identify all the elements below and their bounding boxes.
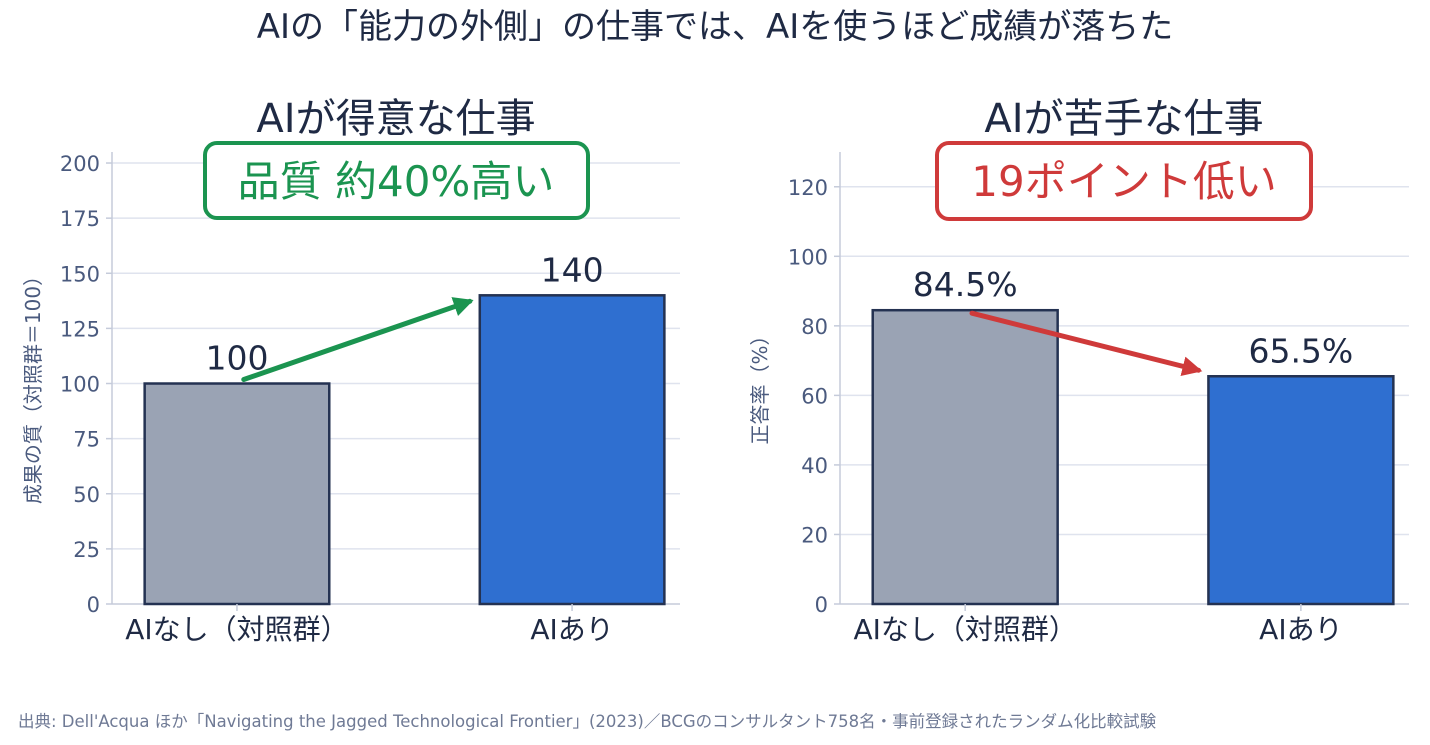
y-tick-label: 20 xyxy=(801,523,828,547)
y-tick-label: 100 xyxy=(788,245,828,269)
chart-good-tasks: AIが得意な仕事 成果の質（対照群＝100） 0 25 50 75 100 125 150 1… xyxy=(21,96,680,646)
y-tick-label: 200 xyxy=(60,152,100,176)
y-tick-label: 0 xyxy=(815,593,828,617)
bar-value-label: 100 xyxy=(205,339,268,378)
bar-value-label: 84.5% xyxy=(913,265,1018,304)
annotation-text: 19ポイント低い xyxy=(971,157,1276,206)
y-tick-label: 175 xyxy=(60,207,100,231)
x-tick-label: AIなし（対照群） xyxy=(853,613,1076,646)
y-tick-label: 60 xyxy=(801,384,828,408)
x-tick-label: AIあり xyxy=(1259,613,1342,646)
suptitle: AIの「能力の外側」の仕事では、AIを使うほど成績が落ちた xyxy=(257,7,1174,47)
annotation-box xyxy=(935,141,1313,221)
y-tick-label: 40 xyxy=(801,454,828,478)
bar-value-label: 65.5% xyxy=(1248,331,1353,370)
plot-area: 0 20 40 60 80 100 120 84.5% AIなし（対照群） 65.5% AIあり xyxy=(788,152,1409,646)
change-arrow xyxy=(969,310,1203,377)
plot-area: 0 25 50 75 100 125 150 175 200 100 AIなし（対照群） 140 AIあ… xyxy=(60,152,680,646)
chart-bad-tasks: AIが苦手な仕事 正答率（%） 0 20 40 60 80 100 120 84.5% AIなし… xyxy=(748,96,1409,646)
bar-value-label: 140 xyxy=(541,250,604,289)
x-tick-label: AIなし（対照群） xyxy=(125,613,348,646)
y-tick-label: 75 xyxy=(73,428,100,452)
y-axis-label: 成果の質（対照群＝100） xyxy=(21,266,45,504)
bar-ai xyxy=(1207,375,1395,606)
annotation-text: 品質 約40%高い xyxy=(238,157,555,206)
y-tick-label: 120 xyxy=(788,176,828,200)
x-tick-label: AIあり xyxy=(530,613,613,646)
chart-title: AIが得意な仕事 xyxy=(256,96,535,142)
y-tick-label: 25 xyxy=(73,538,100,562)
bar-control xyxy=(143,382,331,606)
source-note: 出典: Dell'Acqua ほか「Navigating the Jagged … xyxy=(18,712,1157,731)
y-tick-label: 150 xyxy=(60,262,100,286)
y-tick-label: 100 xyxy=(60,373,100,397)
y-tick-label: 125 xyxy=(60,317,100,341)
y-tick-label: 80 xyxy=(801,315,828,339)
annotation-box xyxy=(203,141,590,220)
y-tick-label: 50 xyxy=(73,483,100,507)
bar-ai xyxy=(478,294,666,606)
y-axis-label: 正答率（%） xyxy=(748,325,772,444)
change-arrow xyxy=(241,297,474,383)
chart-title: AIが苦手な仕事 xyxy=(984,96,1263,142)
y-tick-label: 0 xyxy=(87,593,100,617)
bar-control xyxy=(871,308,1059,606)
